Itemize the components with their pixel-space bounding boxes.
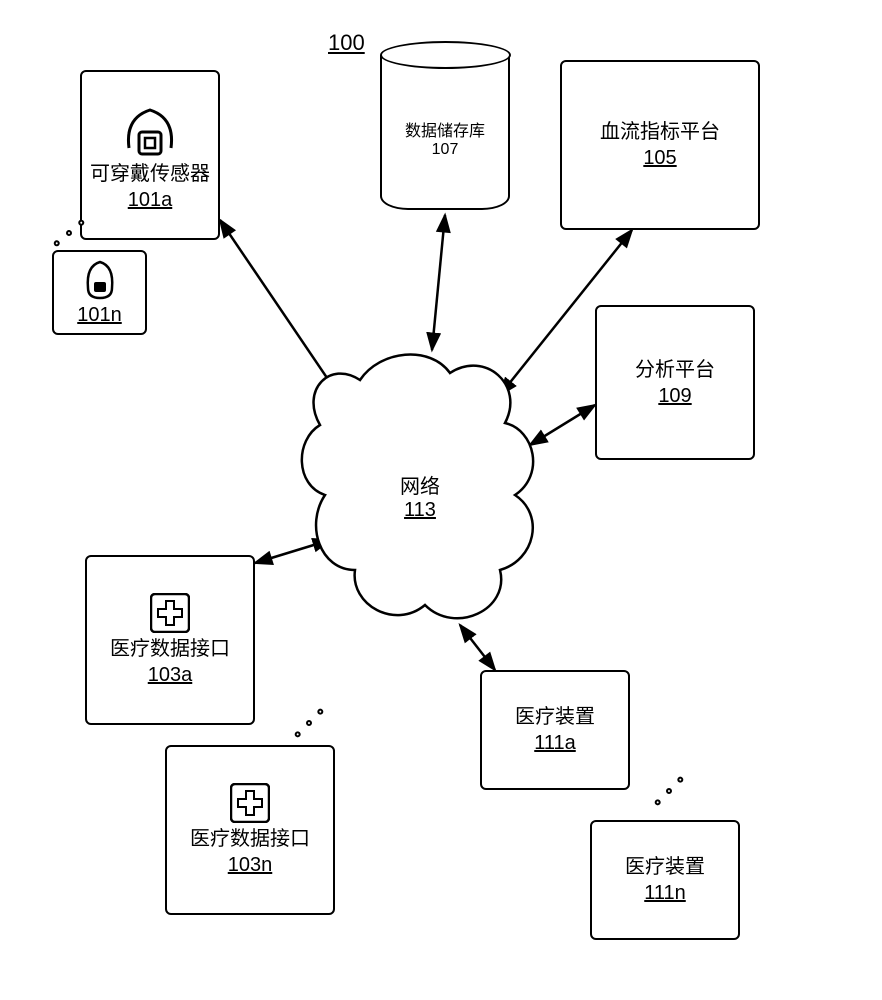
network-label: 网络 <box>300 470 540 499</box>
medical-data-interface-a: 医疗数据接口 103a <box>85 555 255 725</box>
med-dev-a-ref: 111a <box>534 732 576 755</box>
bloodflow-ref: 105 <box>643 147 676 170</box>
bloodflow-label: 血流指标平台 <box>600 120 720 145</box>
wearable-sensor-icon <box>119 98 181 158</box>
data-store: 数据储存库 107 <box>380 55 510 210</box>
med-data-n-label: 医疗数据接口 <box>190 827 310 852</box>
med-dev-n-ref: 111n <box>644 882 686 905</box>
bloodflow-platform: 血流指标平台 105 <box>560 60 760 230</box>
med-data-a-label: 医疗数据接口 <box>110 637 230 662</box>
plus-icon <box>230 783 270 823</box>
med-data-a-ref: 103a <box>148 664 193 687</box>
med-dev-a-label: 医疗装置 <box>515 705 595 730</box>
diagram-canvas: 100 网络 113 可穿戴传感器 101a <box>0 0 882 1000</box>
datastore-label: 数据储存库 <box>405 117 485 141</box>
medical-device-a: 医疗装置 111a <box>480 670 630 790</box>
analysis-ref: 109 <box>658 385 691 408</box>
wearable-sensor-n: 101n <box>52 250 147 335</box>
sensor-small-icon <box>80 258 120 302</box>
wearable-a-label: 可穿戴传感器 <box>90 162 210 187</box>
wearable-n-ref: 101n <box>77 304 122 327</box>
medical-data-interface-n: 医疗数据接口 103n <box>165 745 335 915</box>
med-dev-n-label: 医疗装置 <box>625 855 705 880</box>
analysis-label: 分析平台 <box>635 358 715 383</box>
network-cloud: 网络 113 <box>300 345 540 635</box>
datastore-ref: 107 <box>432 141 459 159</box>
network-ref: 113 <box>300 499 540 522</box>
wearable-a-ref: 101a <box>128 189 173 212</box>
med-data-n-ref: 103n <box>228 854 273 877</box>
analysis-platform: 分析平台 109 <box>595 305 755 460</box>
plus-icon <box>150 593 190 633</box>
wearable-sensor-a: 可穿戴传感器 101a <box>80 70 220 240</box>
medical-device-n: 医疗装置 111n <box>590 820 740 940</box>
